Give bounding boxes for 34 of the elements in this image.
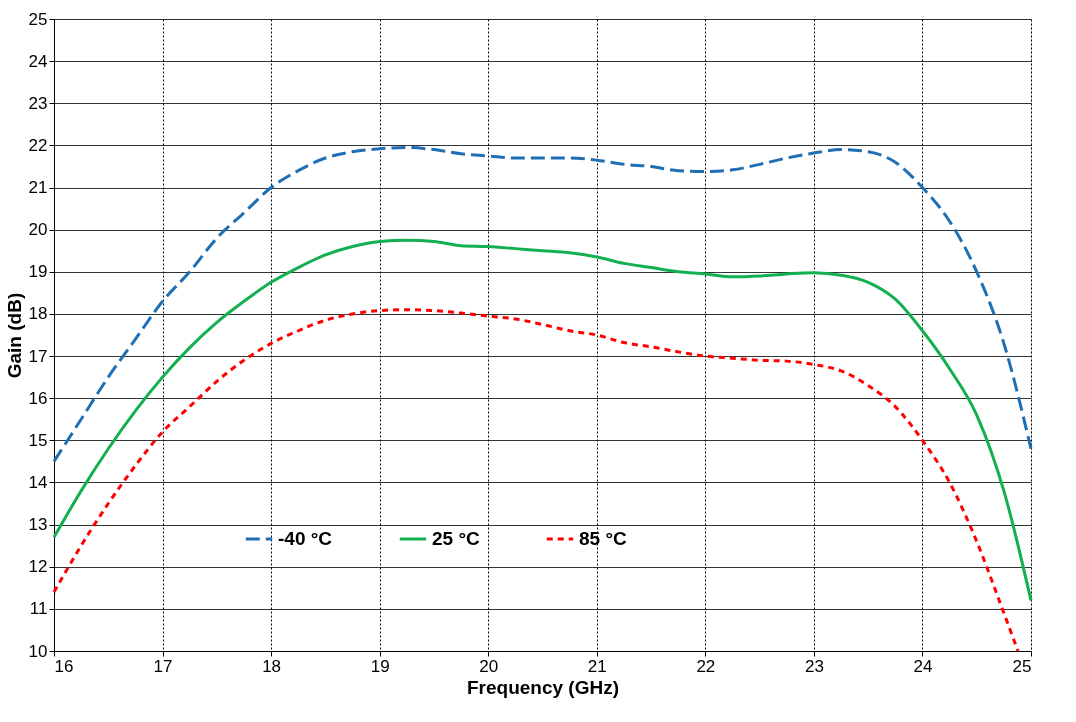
x-axis-title: Frequency (GHz): [466, 676, 620, 698]
x-tick-label: 25: [1012, 656, 1032, 676]
y-tick-label: 20: [28, 220, 48, 240]
y-tick-label: 19: [28, 262, 48, 282]
y-tick-label: 16: [28, 388, 48, 408]
y-tick-label: 10: [28, 641, 48, 661]
x-tick-label: 18: [262, 656, 282, 676]
y-tick-label: 13: [28, 515, 48, 535]
x-tick-label: 22: [696, 656, 716, 676]
y-tick-label: 24: [28, 51, 48, 71]
x-tick-label: 21: [587, 656, 607, 676]
y-tick-label: 11: [29, 599, 48, 619]
legend-label: 85 °C: [579, 528, 628, 549]
legend-label: -40 °C: [278, 528, 333, 549]
legend-label: 25 °C: [432, 528, 481, 549]
line-series: [52, 238, 1033, 602]
x-tick-label: 23: [804, 656, 824, 676]
x-tick-label: 20: [479, 656, 499, 676]
y-tick-label: 15: [28, 430, 48, 450]
x-tick-label: 19: [370, 656, 390, 676]
line-series: [52, 308, 1020, 653]
y-tick-label: 25: [28, 9, 48, 29]
y-axis-title: Gain (dB): [3, 292, 25, 379]
x-tick-label: 16: [54, 656, 74, 676]
y-tick-label: 23: [28, 93, 48, 113]
y-tick-label: 12: [28, 557, 48, 577]
y-tick-label: 17: [28, 346, 48, 366]
y-tick-label: 18: [28, 304, 48, 324]
y-tick-label: 22: [28, 135, 48, 155]
y-tick-label: 21: [28, 178, 48, 198]
line-series: [52, 146, 1033, 463]
y-tick-label: 14: [28, 472, 48, 492]
x-tick-label: 17: [153, 656, 173, 676]
x-tick-label: 24: [913, 656, 933, 676]
